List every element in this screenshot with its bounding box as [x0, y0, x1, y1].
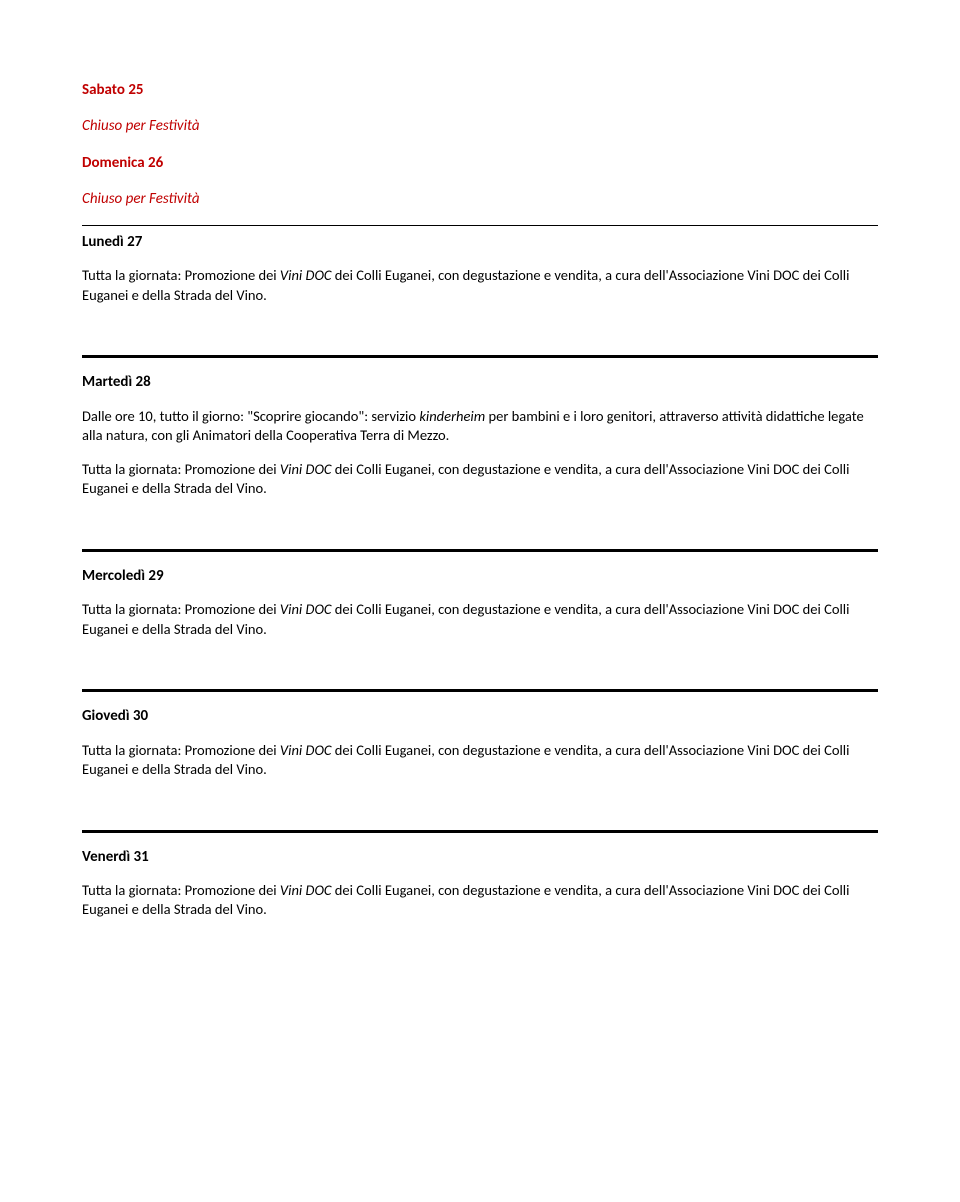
- day-heading-sabato25: Sabato 25: [82, 80, 878, 100]
- day-heading-mercoledi29: Mercoledì 29: [82, 566, 878, 586]
- divider-thin: [82, 225, 878, 226]
- divider-thick: [82, 830, 878, 833]
- body-italic: Vini DOC: [280, 266, 332, 284]
- body-text: Tutta la giornata: Promozione dei: [82, 266, 280, 284]
- body-text: Tutta la giornata: Promozione dei: [82, 881, 280, 899]
- day-heading-venerdi31: Venerdì 31: [82, 847, 878, 867]
- body-text: Tutta la giornata: Promozione dei: [82, 600, 280, 618]
- divider-thick: [82, 549, 878, 552]
- body-italic: Vini DOC: [280, 460, 332, 478]
- body-lunedi27: Tutta la giornata: Promozione dei Vini D…: [82, 266, 878, 305]
- divider-thick: [82, 355, 878, 358]
- body-text: Tutta la giornata: Promozione dei: [82, 460, 280, 478]
- body-italic: kinderheim: [419, 407, 485, 425]
- body-italic: Vini DOC: [280, 881, 332, 899]
- day-heading-giovedi30: Giovedì 30: [82, 706, 878, 726]
- body-venerdi31: Tutta la giornata: Promozione dei Vini D…: [82, 881, 878, 920]
- day-heading-domenica26: Domenica 26: [82, 153, 878, 173]
- day-heading-lunedi27: Lunedì 27: [82, 232, 878, 252]
- closure-note-sabato25: Chiuso per Festività: [82, 116, 878, 136]
- body-italic: Vini DOC: [280, 741, 332, 759]
- body-martedi28-p2: Tutta la giornata: Promozione dei Vini D…: [82, 460, 878, 499]
- closure-note-domenica26: Chiuso per Festività: [82, 189, 878, 209]
- body-text: Dalle ore 10, tutto il giorno: "Scoprire…: [82, 407, 419, 425]
- day-heading-martedi28: Martedì 28: [82, 372, 878, 392]
- divider-thick: [82, 689, 878, 692]
- body-giovedi30: Tutta la giornata: Promozione dei Vini D…: [82, 741, 878, 780]
- body-martedi28-p1: Dalle ore 10, tutto il giorno: "Scoprire…: [82, 407, 878, 446]
- body-italic: Vini DOC: [280, 600, 332, 618]
- body-text: Tutta la giornata: Promozione dei: [82, 741, 280, 759]
- body-mercoledi29: Tutta la giornata: Promozione dei Vini D…: [82, 600, 878, 639]
